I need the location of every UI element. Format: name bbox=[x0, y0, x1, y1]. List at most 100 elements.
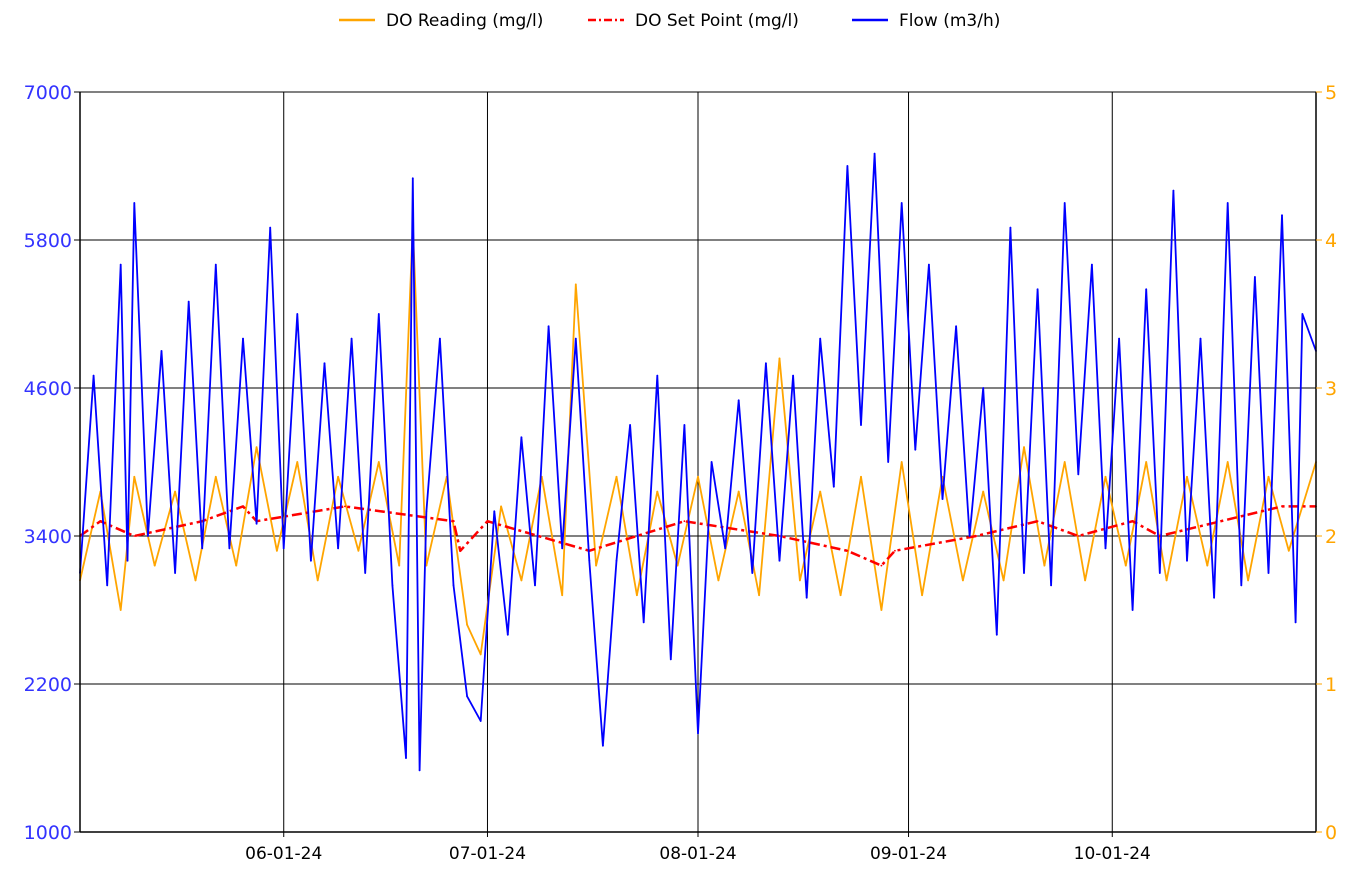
data-point bbox=[1050, 584, 1052, 587]
data-point bbox=[459, 549, 462, 552]
right-axis-ticks: 0 1 2 3 4 5 bbox=[1316, 82, 1337, 844]
data-point bbox=[846, 549, 849, 552]
data-point bbox=[765, 362, 767, 365]
data-point bbox=[656, 490, 659, 493]
data-point bbox=[282, 547, 285, 550]
data-point bbox=[975, 535, 978, 537]
data-point bbox=[350, 337, 353, 340]
data-point bbox=[1254, 276, 1256, 278]
data-point bbox=[1145, 288, 1148, 291]
data-point bbox=[1287, 549, 1290, 552]
data-point bbox=[574, 283, 577, 286]
right-tick-label: 4 bbox=[1325, 230, 1337, 252]
data-point bbox=[506, 633, 509, 636]
data-point bbox=[439, 337, 441, 340]
data-point bbox=[276, 549, 278, 552]
data-point bbox=[1226, 461, 1229, 463]
data-point bbox=[832, 485, 835, 488]
data-point bbox=[1199, 337, 1202, 340]
data-point bbox=[778, 357, 781, 360]
data-point bbox=[928, 263, 930, 266]
data-point bbox=[819, 337, 822, 340]
data-point bbox=[1247, 579, 1249, 582]
x-tick-label: 06-01-24 bbox=[245, 844, 322, 864]
data-point bbox=[242, 505, 244, 508]
data-point bbox=[92, 374, 95, 377]
data-point bbox=[160, 350, 163, 352]
data-point bbox=[1301, 313, 1304, 315]
data-point bbox=[799, 579, 801, 582]
data-point bbox=[642, 621, 645, 624]
data-point bbox=[880, 609, 883, 611]
data-point bbox=[697, 475, 699, 478]
data-point bbox=[1023, 446, 1025, 449]
data-point bbox=[669, 658, 672, 661]
data-point bbox=[194, 579, 197, 582]
data-point bbox=[119, 609, 122, 611]
data-point bbox=[914, 448, 917, 451]
x-tick-label: 08-01-24 bbox=[659, 844, 736, 864]
data-point bbox=[1186, 559, 1188, 562]
data-point bbox=[717, 579, 720, 582]
data-point bbox=[174, 572, 177, 574]
data-point bbox=[534, 584, 536, 587]
plot-series bbox=[79, 152, 1317, 772]
data-point bbox=[235, 564, 238, 567]
right-tick-label: 3 bbox=[1325, 378, 1337, 400]
data-point bbox=[405, 757, 407, 759]
data-point bbox=[255, 446, 258, 449]
data-point bbox=[1104, 547, 1107, 550]
data-point bbox=[242, 337, 244, 340]
data-point bbox=[656, 374, 659, 377]
data-point bbox=[1002, 579, 1005, 582]
legend-label: DO Set Point (mg/l) bbox=[635, 11, 799, 31]
data-point bbox=[337, 475, 339, 478]
data-point bbox=[860, 424, 862, 426]
data-point bbox=[921, 594, 923, 597]
data-point bbox=[1267, 572, 1270, 574]
data-point bbox=[425, 510, 428, 513]
data-point bbox=[520, 436, 523, 439]
data-point bbox=[147, 535, 149, 537]
left-tick-label: 5800 bbox=[24, 230, 72, 252]
left-tick-label: 4600 bbox=[24, 378, 72, 400]
data-point bbox=[126, 559, 129, 562]
data-point bbox=[391, 584, 394, 587]
data-point bbox=[187, 300, 190, 303]
left-tick-label: 2200 bbox=[24, 674, 72, 696]
data-point bbox=[377, 313, 380, 315]
data-point bbox=[900, 461, 903, 463]
data-point bbox=[153, 564, 156, 567]
right-tick-label: 1 bbox=[1325, 674, 1337, 696]
data-point bbox=[452, 584, 455, 587]
data-point bbox=[323, 362, 326, 365]
data-point bbox=[1043, 564, 1046, 567]
data-point bbox=[561, 547, 564, 550]
data-point bbox=[1104, 475, 1107, 478]
data-point bbox=[846, 165, 849, 167]
data-point bbox=[962, 579, 964, 582]
data-point bbox=[201, 547, 204, 550]
x-axis-ticks: 06-01-24 07-01-24 08-01-24 09-01-24 10-01-24 bbox=[245, 832, 1151, 864]
data-point bbox=[377, 461, 380, 463]
x-tick-label: 10-01-24 bbox=[1074, 844, 1151, 864]
data-point bbox=[364, 572, 367, 574]
data-point bbox=[737, 399, 740, 402]
data-point bbox=[1294, 621, 1297, 624]
right-tick-label: 5 bbox=[1325, 82, 1337, 104]
data-point bbox=[269, 226, 272, 229]
data-point bbox=[968, 535, 971, 537]
data-point bbox=[214, 263, 217, 266]
data-point bbox=[887, 461, 890, 463]
data-point bbox=[1145, 461, 1148, 463]
left-tick-label: 7000 bbox=[24, 82, 72, 104]
data-point bbox=[1118, 337, 1120, 340]
data-point bbox=[683, 424, 686, 426]
legend-label: Flow (m3/h) bbox=[899, 11, 1000, 31]
left-tick-label: 1000 bbox=[24, 822, 72, 844]
data-point bbox=[1206, 564, 1209, 567]
data-point bbox=[1124, 564, 1127, 567]
data-point bbox=[133, 535, 136, 537]
data-point bbox=[1009, 226, 1012, 229]
data-point bbox=[1240, 584, 1243, 587]
